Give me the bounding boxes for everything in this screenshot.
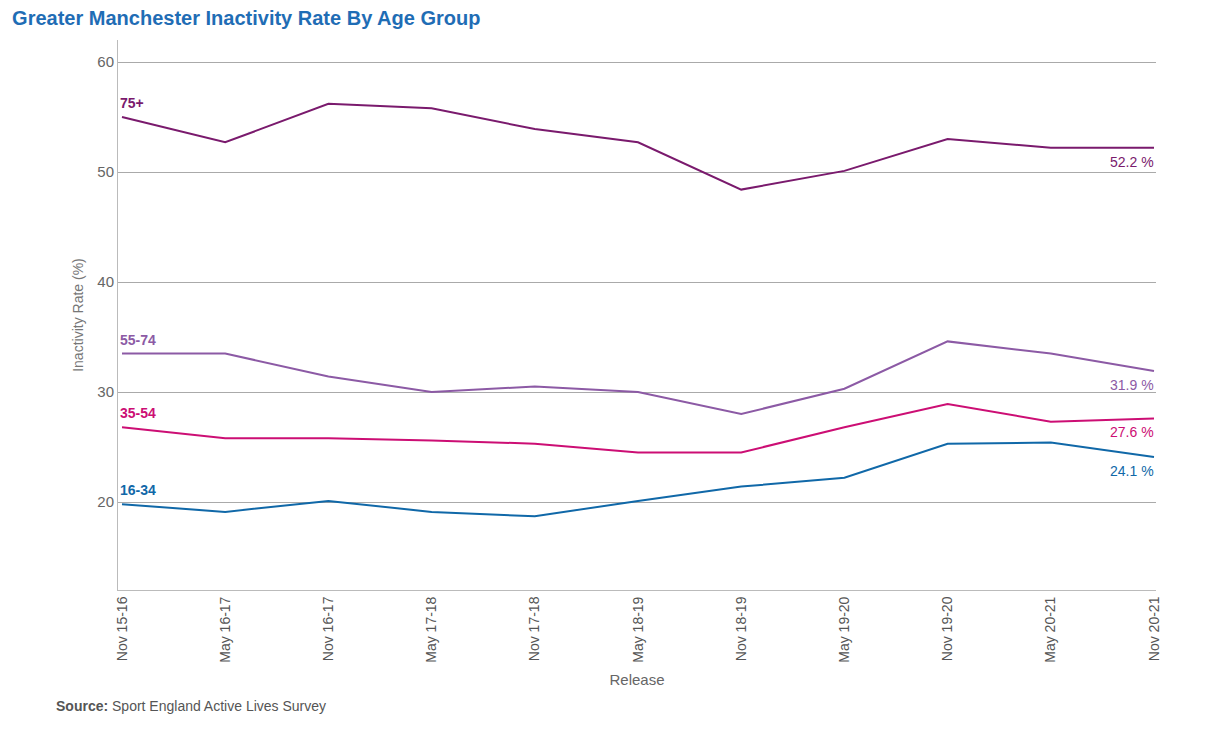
svg-text:75+: 75+: [120, 95, 144, 111]
svg-text:16-34: 16-34: [120, 482, 156, 498]
svg-text:Nov 15-16: Nov 15-16: [114, 596, 130, 661]
svg-text:May 19-20: May 19-20: [836, 596, 852, 662]
svg-text:May 18-19: May 18-19: [630, 596, 646, 662]
svg-text:May 16-17: May 16-17: [217, 596, 233, 662]
svg-text:Nov 19-20: Nov 19-20: [939, 596, 955, 661]
svg-text:May 17-18: May 17-18: [423, 596, 439, 662]
svg-text:Nov 18-19: Nov 18-19: [733, 596, 749, 661]
svg-text:Nov 17-18: Nov 17-18: [526, 596, 542, 661]
svg-text:55-74: 55-74: [120, 332, 156, 348]
svg-text:Greater Manchester Inactivity: Greater Manchester Inactivity Rate By Ag…: [12, 7, 480, 29]
svg-text:24.1 %: 24.1 %: [1110, 463, 1154, 479]
svg-text:35-54: 35-54: [120, 405, 156, 421]
svg-text:May 20-21: May 20-21: [1042, 596, 1058, 662]
svg-text:Inactivity Rate (%): Inactivity Rate (%): [70, 258, 86, 372]
svg-text:Nov 20-21: Nov 20-21: [1146, 596, 1162, 661]
svg-text:20: 20: [97, 493, 114, 510]
svg-text:52.2 %: 52.2 %: [1110, 154, 1154, 170]
svg-text:Release: Release: [609, 671, 664, 688]
svg-text:40: 40: [97, 273, 114, 290]
svg-text:30: 30: [97, 383, 114, 400]
svg-text:31.9 %: 31.9 %: [1110, 377, 1154, 393]
svg-text:Nov 16-17: Nov 16-17: [320, 596, 336, 661]
svg-text:60: 60: [97, 53, 114, 70]
svg-text:27.6 %: 27.6 %: [1110, 424, 1154, 440]
svg-text:50: 50: [97, 163, 114, 180]
svg-text:Source: Sport England Active L: Source: Sport England Active Lives Surve…: [56, 698, 326, 714]
